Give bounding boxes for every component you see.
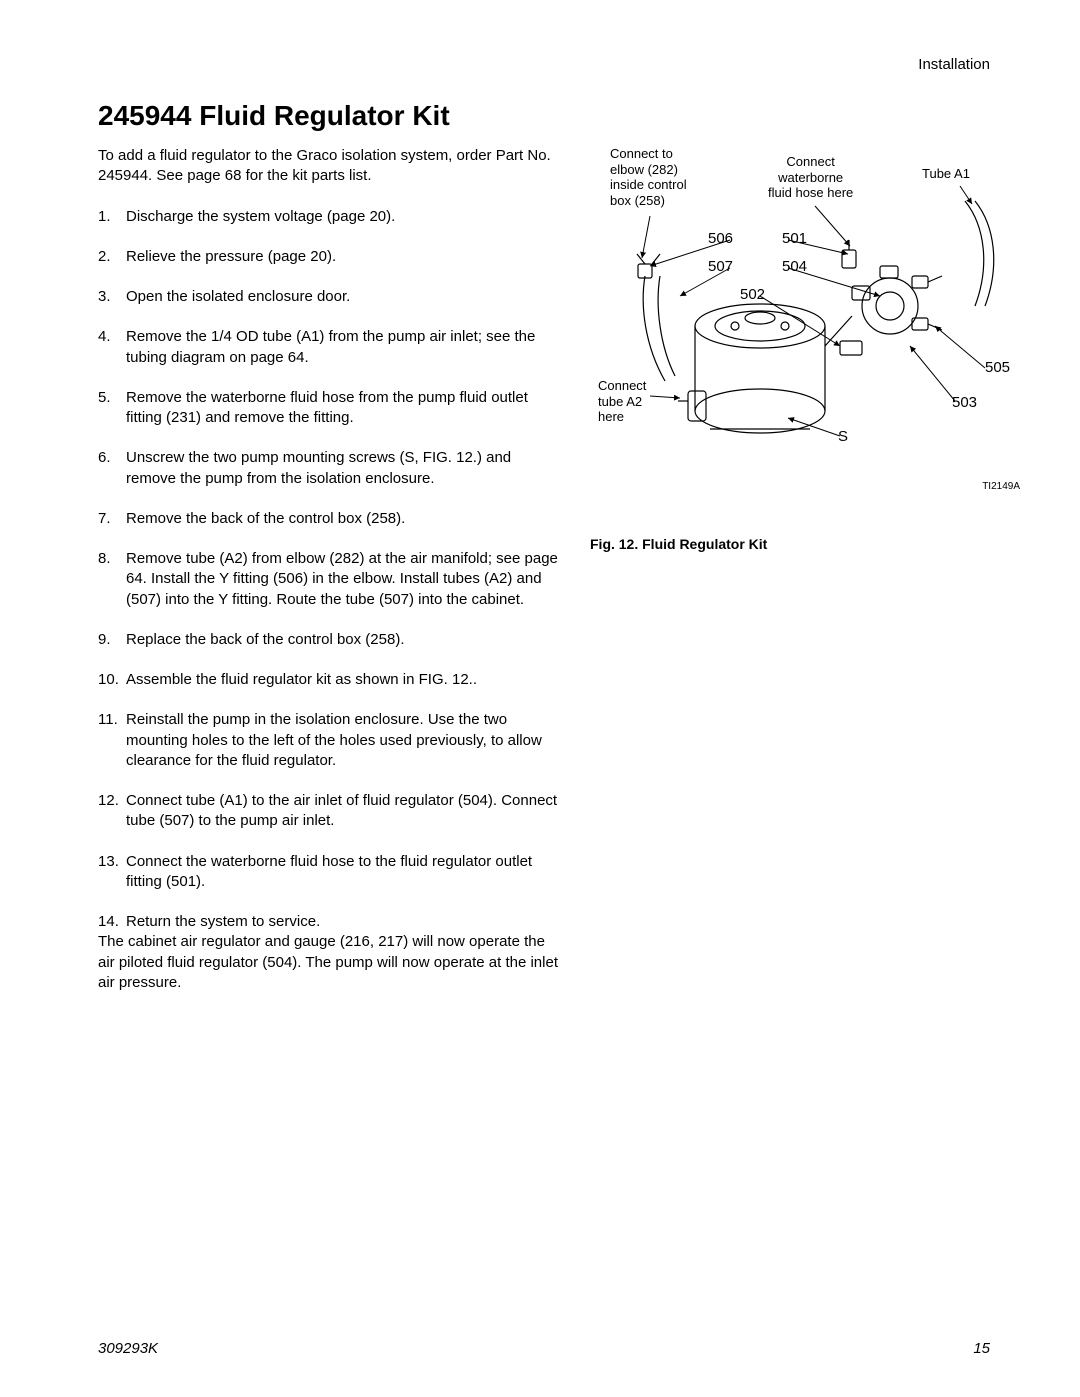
step-item: Connect the waterborne fluid hose to the… xyxy=(98,852,558,893)
step-item: Remove tube (A2) from elbow (282) at the… xyxy=(98,549,558,610)
callout-504: 504 xyxy=(782,258,807,275)
step-item: Assemble the fluid regulator kit as show… xyxy=(98,670,558,690)
step-item: Open the isolated enclosure door. xyxy=(98,287,558,307)
label-connect-a2: Connect tube A2 here xyxy=(598,378,646,425)
step-item: Reinstall the pump in the isolation encl… xyxy=(98,710,558,771)
diagram-id: TI2149A xyxy=(982,481,1020,492)
step-item: Unscrew the two pump mounting screws (S,… xyxy=(98,448,558,489)
callout-506: 506 xyxy=(708,230,733,247)
callout-503: 503 xyxy=(952,394,977,411)
label-connect-elbow: Connect to elbow (282) inside control bo… xyxy=(610,146,687,208)
callout-507: 507 xyxy=(708,258,733,275)
step-item: Remove the 1/4 OD tube (A1) from the pum… xyxy=(98,327,558,368)
step-item: Remove the waterborne fluid hose from th… xyxy=(98,388,558,429)
footer-docnum: 309293K xyxy=(98,1340,158,1357)
figure-caption: Fig. 12. Fluid Regulator Kit xyxy=(590,536,1020,552)
closing-paragraph: The cabinet air regulator and gauge (216… xyxy=(98,932,558,993)
left-column: To add a fluid regulator to the Graco is… xyxy=(98,146,558,993)
callout-502: 502 xyxy=(740,286,765,303)
page-footer: 309293K 15 xyxy=(98,1340,990,1357)
footer-pagenum: 15 xyxy=(973,1340,990,1357)
right-column: Connect to elbow (282) inside control bo… xyxy=(590,146,1020,993)
label-tube-a1: Tube A1 xyxy=(922,166,970,182)
step-item: Return the system to service. xyxy=(98,912,558,932)
callout-505: 505 xyxy=(985,359,1010,376)
section-header: Installation xyxy=(918,56,990,73)
page-title: 245944 Fluid Regulator Kit xyxy=(98,100,990,132)
callout-501: 501 xyxy=(782,230,807,247)
step-item: Connect tube (A1) to the air inlet of fl… xyxy=(98,791,558,832)
figure-diagram: Connect to elbow (282) inside control bo… xyxy=(590,146,1020,526)
intro-paragraph: To add a fluid regulator to the Graco is… xyxy=(98,146,558,187)
step-item: Remove the back of the control box (258)… xyxy=(98,509,558,529)
callout-s: S xyxy=(838,428,848,445)
step-item: Relieve the pressure (page 20). xyxy=(98,247,558,267)
step-item: Replace the back of the control box (258… xyxy=(98,630,558,650)
step-item: Discharge the system voltage (page 20). xyxy=(98,207,558,227)
steps-list: Discharge the system voltage (page 20). … xyxy=(98,207,558,933)
label-connect-hose: Connect waterborne fluid hose here xyxy=(768,154,853,201)
